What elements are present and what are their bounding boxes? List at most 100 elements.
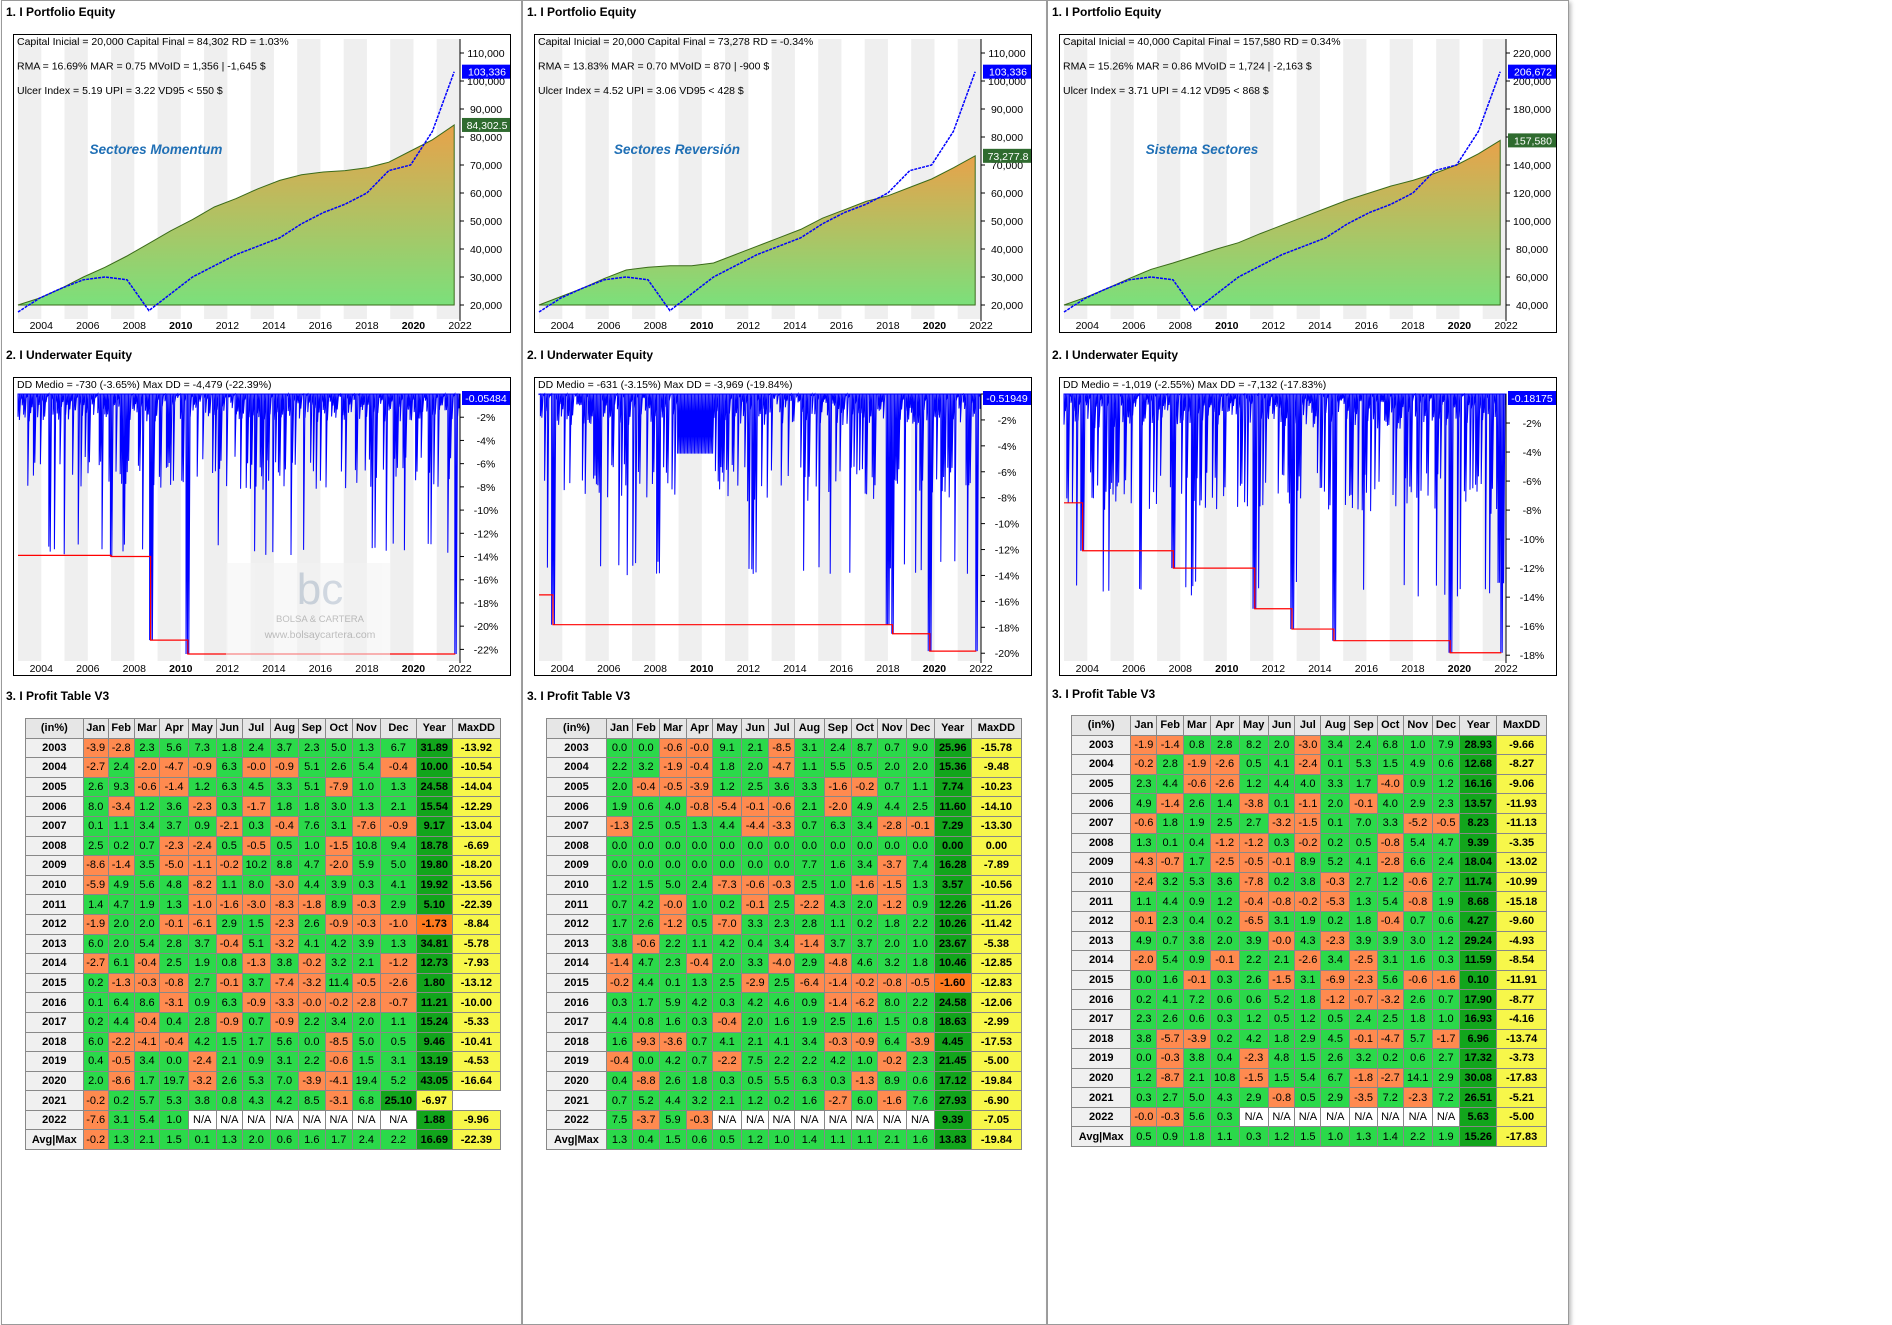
month-cell: -0.2 (1294, 832, 1322, 854)
maxdd-cell: -22.39 (451, 894, 502, 915)
x-tick-label: 2022 (1494, 320, 1518, 332)
month-cell: 4.7 (1431, 832, 1461, 854)
month-cell: 1.3 (905, 874, 935, 896)
month-cell: -3.5 (1349, 1087, 1378, 1108)
year-band (585, 39, 609, 319)
month-cell: 1.8 (1294, 989, 1322, 1010)
month-cell: 10.8 (351, 835, 381, 857)
table-row: 2021 0.3 2.7 5.0 4.3 2.9 -0.8 0.5 2.9 -3.5 7.2 -2.3… (1070, 1087, 1547, 1108)
table-header: Jul (1294, 715, 1322, 736)
month-cell: 2.1 (711, 1090, 743, 1111)
month-cell: 2.5 (1209, 812, 1240, 834)
month-cell: 2.8 (1209, 734, 1240, 756)
month-cell: 4.7 (632, 953, 660, 974)
row-year-label: 2017 (25, 1011, 84, 1033)
row-year-label: 2009 (25, 855, 84, 876)
month-cell: -3.3 (269, 992, 300, 1013)
y-tick-label: -16% (1520, 621, 1545, 633)
month-cell: 9.4 (379, 835, 417, 857)
month-cell: 0.6 (1402, 1048, 1433, 1069)
table-header: (in%) (546, 718, 607, 739)
year-return-cell: 27.93 (933, 1090, 972, 1111)
month-cell: 4.9 (851, 796, 879, 817)
month-cell: 2.2 (298, 1051, 326, 1072)
equity-area (538, 154, 976, 306)
month-cell: -1.2 (379, 953, 417, 974)
equity-stat-line: Ulcer Index = 4.52 UPI = 3.06 VD95 < 428… (538, 85, 744, 97)
month-cell: 1.2 (1238, 1008, 1269, 1030)
x-tick-label: 2022 (969, 663, 993, 675)
maxdd-cell: -16.64 (451, 1070, 502, 1092)
month-cell: 4.1 (298, 933, 326, 955)
month-cell: 2.0 (1320, 793, 1351, 814)
table-header: (in%) (1070, 715, 1132, 736)
month-cell: 4.7 (107, 894, 135, 915)
month-cell: 1.9 (605, 796, 634, 817)
equity-last-tag (462, 117, 510, 132)
table-row: 2016 0.2 4.1 7.2 0.6 0.6 5.2 1.8 -1.2 -0.7 -3.2 2.6… (1070, 989, 1547, 1010)
month-cell: 2.0 (605, 776, 634, 798)
year-return-cell: 6.96 (1459, 1028, 1498, 1050)
month-cell: 2.5 (159, 953, 189, 974)
y-tick-label: 80,000 (1516, 244, 1548, 256)
month-cell: 2.9 (1320, 1087, 1351, 1108)
month-cell: -2.0 (133, 757, 161, 778)
month-cell: 0.3 (1431, 950, 1461, 971)
table-row: 2012 -0.1 2.3 0.4 0.2 -6.5 3.1 1.9 0.2 1.8 -0.4 0.7… (1070, 910, 1547, 932)
month-cell: 9.0 (905, 737, 935, 759)
month-cell: 3.9 (1238, 930, 1269, 952)
month-cell: -0.6 (741, 874, 770, 896)
equity-chart-svg: 20,000 30,000 40,000 50,000 60,000 70,000 80,0… (17, 36, 510, 332)
month-cell: -3.7 (632, 1109, 660, 1131)
month-cell: -4.8 (823, 953, 853, 974)
month-cell: 7.7 (794, 855, 825, 876)
month-cell: 5.6 (133, 874, 161, 896)
month-cell: 3.7 (241, 972, 271, 994)
month-cell: N/A (1349, 1106, 1378, 1128)
month-cell: -1.4 (1156, 734, 1184, 756)
month-cell: 5.0 (379, 855, 417, 876)
month-cell: 5.4 (1402, 832, 1433, 854)
month-cell: -1.9 (1183, 754, 1211, 775)
month-cell: 3.3 (1320, 773, 1351, 795)
row-year-label: 2006 (25, 796, 84, 817)
month-cell: -2.0 (823, 796, 853, 817)
month-cell: -0.1 (215, 972, 243, 994)
month-cell: -0.0 (241, 757, 271, 778)
month-cell: 1.1 (905, 776, 935, 798)
month-cell: 4.2 (1238, 1028, 1269, 1050)
month-cell: -0.1 (1349, 793, 1378, 814)
month-cell: N/A (269, 1109, 300, 1131)
month-cell: -2.8 (107, 737, 135, 759)
month-cell: 4.4 (711, 815, 743, 837)
x-tick-label: 2016 (1355, 663, 1379, 675)
table-row: 2015 0.0 1.6 -0.1 0.3 2.6 -1.5 3.1 -6.9 -2.3 5.6 -0… (1070, 969, 1547, 991)
maxdd-cell: -15.78 (970, 737, 1023, 759)
month-cell: 1.8 (1183, 1126, 1211, 1148)
month-cell: 0.5 (1267, 1008, 1296, 1030)
underwater-chart-svg: -2% -4% -6% -8% -10% -12% -14% -16% -18% 2004 2006… (1063, 379, 1556, 675)
year-return-cell: 26.51 (1459, 1087, 1498, 1108)
year-return-cell: 18.04 (1459, 852, 1498, 873)
x-tick-label: 2014 (783, 663, 807, 675)
month-cell: -2.4 (1130, 871, 1158, 893)
month-cell: 1.6 (605, 1031, 634, 1053)
table-row: 2007 -1.3 2.5 0.5 1.3 4.4 -4.4 -3.3 0.7 6.3 3.4 -2.… (546, 815, 1023, 837)
month-cell: 4.7 (298, 855, 326, 876)
y-tick-label: 110,000 (988, 48, 1025, 60)
month-cell: 0.1 (1320, 754, 1351, 775)
month-cell: 2.6 (298, 913, 326, 935)
month-cell: 3.7 (851, 933, 879, 955)
month-cell: 2.1 (741, 1031, 770, 1053)
month-cell: 1.3 (1349, 891, 1378, 912)
month-cell: -0.4 (269, 815, 300, 837)
month-cell: 0.5 (1130, 1126, 1158, 1148)
maxdd-cell: -13.04 (451, 815, 502, 837)
month-cell: 3.0 (324, 796, 353, 817)
month-cell: 0.3 (1238, 1126, 1269, 1148)
month-cell: 1.7 (605, 913, 634, 935)
month-cell: 5.0 (351, 1031, 381, 1053)
row-year-label: 2004 (1070, 754, 1132, 775)
row-year-label: Avg|Max (25, 1129, 84, 1151)
equity-stat-line: RMA = 13.83% MAR = 0.70 MVoID = 870 | -9… (538, 61, 769, 73)
